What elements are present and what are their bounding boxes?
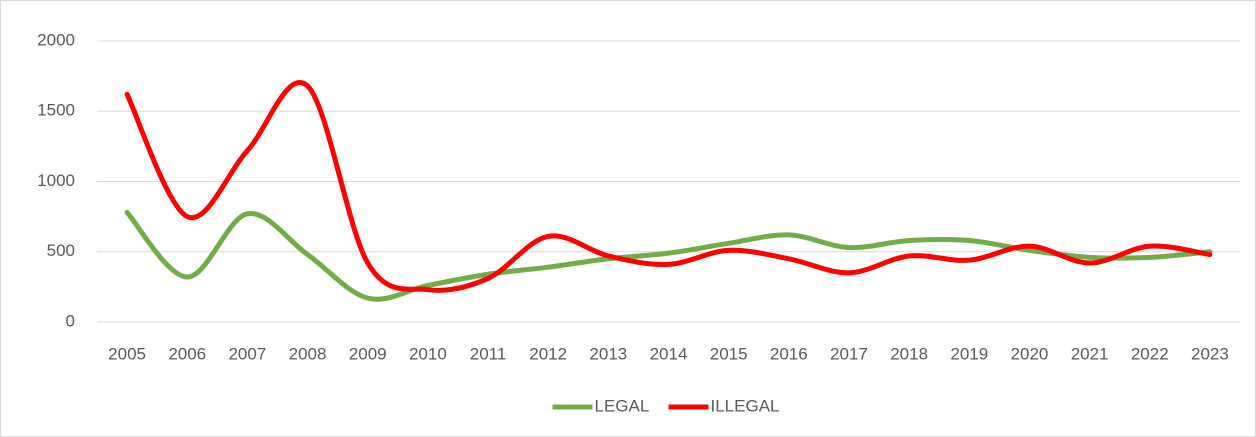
x-tick-label: 2018 xyxy=(890,344,928,363)
x-tick-label: 2023 xyxy=(1191,344,1229,363)
line-series xyxy=(124,80,1213,293)
x-tick-label: 2011 xyxy=(470,344,507,363)
x-tick-label: 2007 xyxy=(228,344,266,363)
x-tick-label: 2019 xyxy=(950,344,988,363)
line-series xyxy=(124,209,1213,302)
y-tick-label: 500 xyxy=(47,241,75,260)
x-tick-label: 2014 xyxy=(650,344,688,363)
x-tick-label: 2017 xyxy=(830,344,868,363)
x-tick-label: 2021 xyxy=(1071,344,1109,363)
x-tick-label: 2008 xyxy=(289,344,327,363)
x-tick-label: 2020 xyxy=(1011,344,1049,363)
y-tick-label: 1500 xyxy=(37,101,75,120)
x-tick-label: 2006 xyxy=(168,344,206,363)
x-tick-label: 2015 xyxy=(710,344,748,363)
legend-label: ILLEGAL xyxy=(711,396,780,415)
x-tick-label: 2012 xyxy=(529,344,567,363)
x-tick-label: 2013 xyxy=(589,344,627,363)
legend-label: LEGAL xyxy=(595,396,650,415)
x-tick-label: 2010 xyxy=(409,344,447,363)
x-tick-label: 2022 xyxy=(1131,344,1169,363)
y-tick-label: 0 xyxy=(66,311,75,330)
y-tick-label: 1000 xyxy=(37,171,75,190)
y-tick-label: 2000 xyxy=(37,30,75,49)
x-tick-label: 2016 xyxy=(770,344,808,363)
x-tick-label: 2005 xyxy=(108,344,146,363)
x-tick-label: 2009 xyxy=(349,344,387,363)
